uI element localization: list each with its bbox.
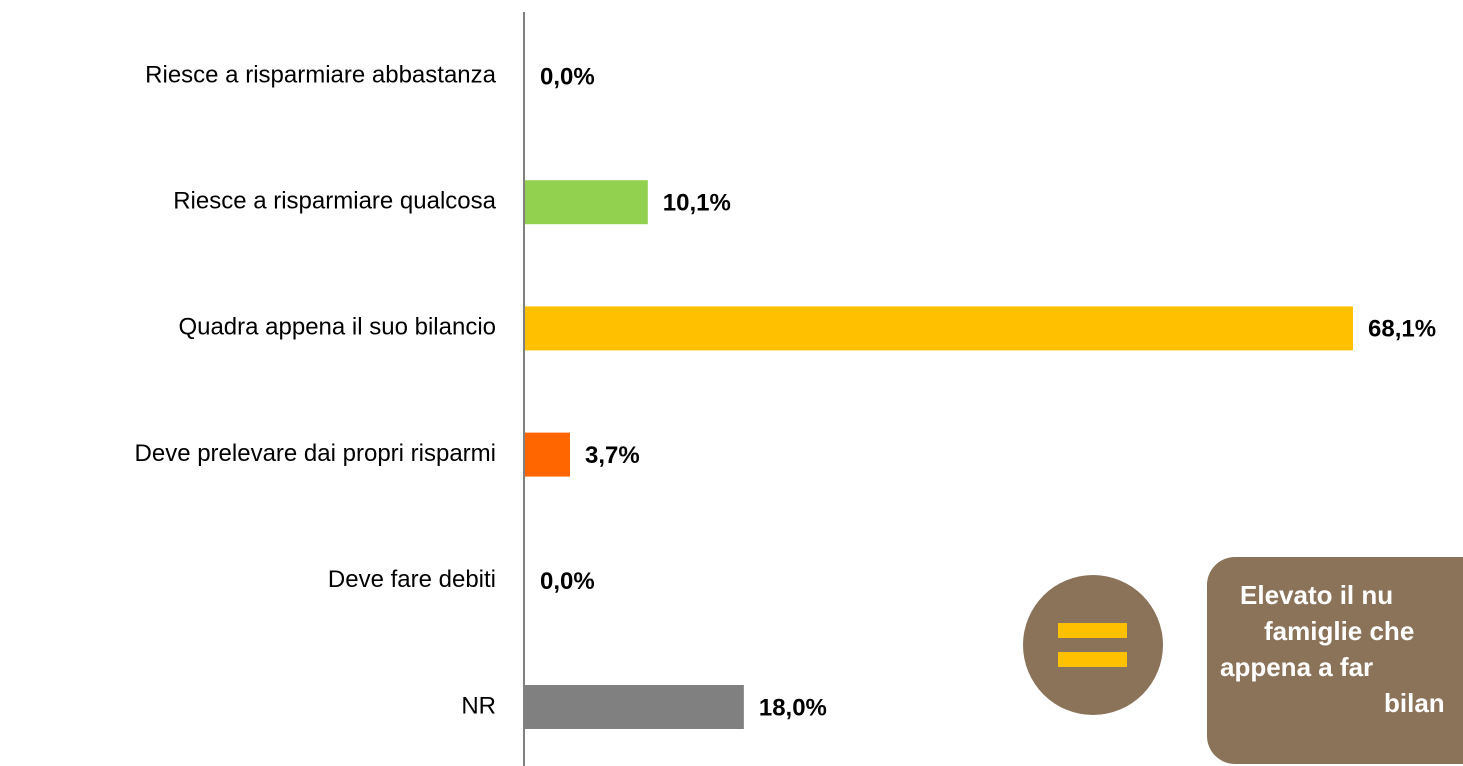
value-label: 0,0% [540, 63, 595, 90]
value-label: 68,1% [1368, 316, 1436, 343]
annotation-text: bilan [1384, 688, 1445, 718]
annotation-text: Elevato il nu [1240, 580, 1393, 610]
value-label: 10,1% [663, 190, 731, 217]
annotation-box [1207, 557, 1463, 764]
value-label: 3,7% [585, 442, 640, 469]
annotation-text: appena a far [1220, 652, 1373, 682]
value-label: 0,0% [540, 568, 595, 595]
category-label: Riesce a risparmiare qualcosa [173, 188, 496, 215]
category-label: NR [461, 692, 496, 719]
bar [525, 306, 1353, 351]
bar [525, 685, 744, 729]
value-label: 18,0% [759, 694, 827, 721]
icon-bar [1058, 623, 1127, 638]
bar [525, 432, 570, 477]
annotation-text: famiglie che [1264, 616, 1414, 646]
icon-bar [1058, 652, 1127, 667]
icon-circle [1023, 575, 1163, 715]
bar [525, 180, 648, 225]
category-label: Quadra appena il suo bilancio [178, 314, 496, 341]
category-label: Deve prelevare dai propri risparmi [135, 440, 496, 467]
category-label: Deve fare debiti [328, 566, 496, 593]
category-label: Riesce a risparmiare abbastanza [145, 61, 496, 88]
annotation-icon [1023, 575, 1163, 715]
